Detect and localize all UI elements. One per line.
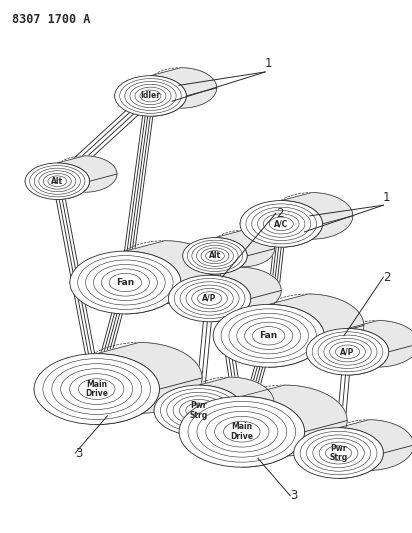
Polygon shape bbox=[339, 420, 412, 479]
Text: 3: 3 bbox=[290, 489, 297, 502]
Polygon shape bbox=[125, 241, 220, 314]
Text: Main
Drive: Main Drive bbox=[85, 379, 108, 399]
Text: Alt: Alt bbox=[209, 252, 221, 260]
Ellipse shape bbox=[294, 427, 383, 479]
Polygon shape bbox=[215, 230, 274, 274]
Text: 2: 2 bbox=[383, 271, 391, 284]
Text: 1: 1 bbox=[383, 191, 391, 204]
Text: A/P: A/P bbox=[340, 348, 355, 356]
Ellipse shape bbox=[169, 275, 251, 322]
Text: A/C: A/C bbox=[274, 220, 288, 228]
Polygon shape bbox=[210, 267, 281, 322]
Ellipse shape bbox=[213, 304, 324, 367]
Ellipse shape bbox=[183, 238, 247, 274]
Polygon shape bbox=[150, 68, 217, 116]
Ellipse shape bbox=[240, 200, 323, 247]
Text: Alt: Alt bbox=[51, 177, 63, 185]
Polygon shape bbox=[97, 342, 202, 424]
Ellipse shape bbox=[306, 328, 389, 375]
Ellipse shape bbox=[179, 397, 304, 467]
Text: Fan: Fan bbox=[116, 278, 134, 287]
Text: 8307 1700 A: 8307 1700 A bbox=[12, 13, 91, 26]
Text: Fan: Fan bbox=[260, 332, 278, 340]
Text: A/P: A/P bbox=[202, 294, 217, 303]
Text: Main
Drive: Main Drive bbox=[230, 422, 253, 441]
Polygon shape bbox=[347, 320, 412, 375]
Text: 1: 1 bbox=[265, 58, 272, 70]
Polygon shape bbox=[281, 192, 353, 247]
Text: Pwr
Strg: Pwr Strg bbox=[330, 443, 348, 463]
Ellipse shape bbox=[70, 251, 181, 314]
Text: Pwr
Strg: Pwr Strg bbox=[190, 401, 208, 420]
Ellipse shape bbox=[154, 385, 243, 436]
Ellipse shape bbox=[34, 354, 159, 424]
Text: 2: 2 bbox=[276, 207, 283, 220]
Polygon shape bbox=[269, 294, 364, 367]
Polygon shape bbox=[57, 156, 117, 199]
Text: 3: 3 bbox=[75, 447, 82, 459]
Polygon shape bbox=[242, 385, 347, 467]
Polygon shape bbox=[199, 377, 274, 436]
Text: Idler: Idler bbox=[140, 92, 160, 100]
Ellipse shape bbox=[115, 76, 186, 116]
Ellipse shape bbox=[25, 163, 89, 199]
